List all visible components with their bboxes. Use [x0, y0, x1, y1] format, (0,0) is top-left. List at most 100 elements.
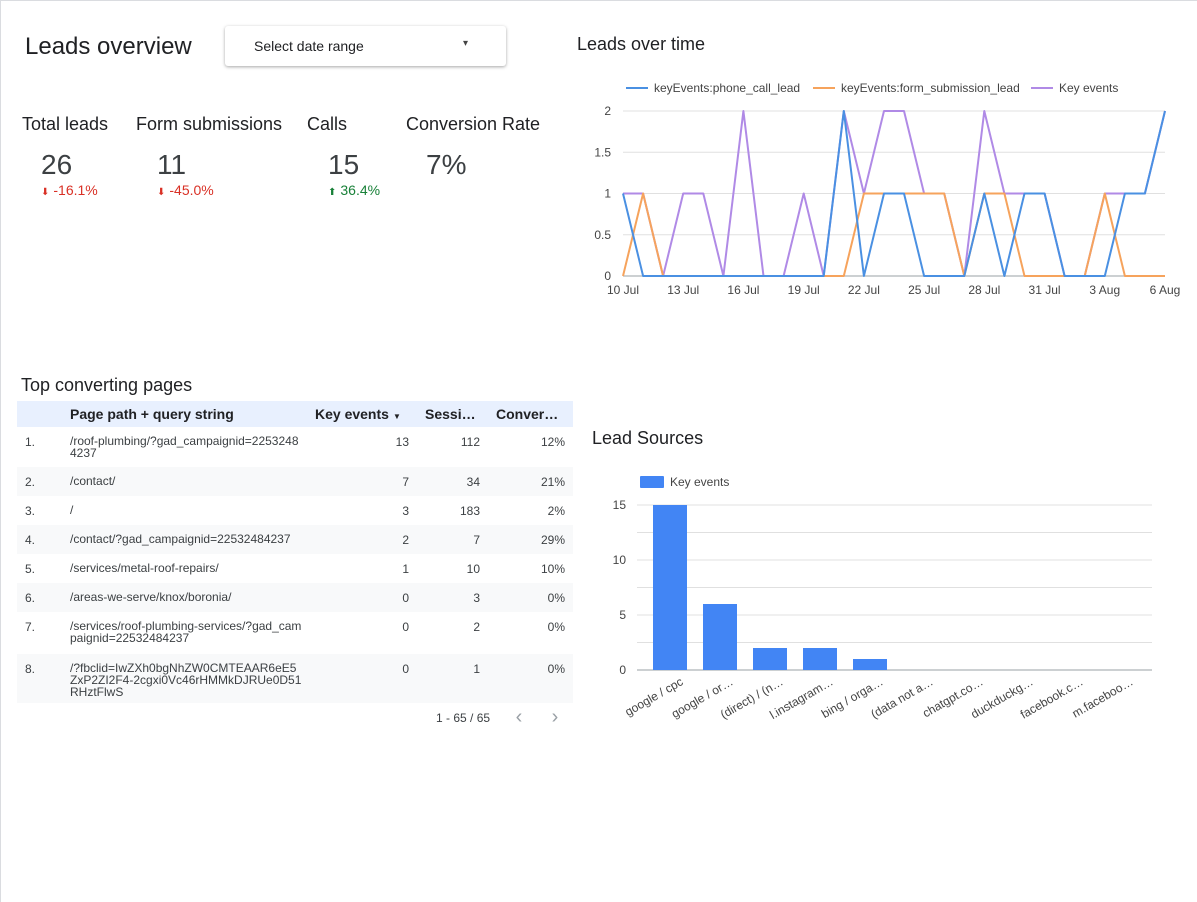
y-tick-label: 15 — [613, 498, 627, 512]
arrow-down-icon: ⬇ — [157, 187, 166, 198]
page-path-cell: /?fbclid=IwZXh0bgNhZW0CMTEAAR6eE5ZxP2ZI2… — [70, 661, 302, 699]
column-header-key-events-label: Key events — [315, 406, 389, 422]
x-tick-label: 6 Aug — [1150, 283, 1180, 297]
column-header-key-events[interactable]: Key events ▼ — [315, 406, 401, 422]
page-path-cell: / — [70, 503, 74, 517]
page-path-cell: /roof-plumbing/?gad_campaignid=225324842… — [70, 434, 299, 460]
bar — [803, 648, 837, 670]
conversion-cell: 0% — [547, 662, 565, 676]
kpi-calls-value: 15 — [328, 149, 360, 180]
sessions-cell: 112 — [460, 435, 480, 449]
conversion-cell: 2% — [547, 504, 565, 518]
kpi-total-leads-value: 26 — [41, 149, 73, 180]
column-header-sessions[interactable]: Sessi… — [425, 406, 476, 422]
y-tick-label: 0.5 — [594, 228, 611, 242]
kpi-total-leads-delta: ⬇ -16.1% — [41, 182, 98, 198]
y-tick-label: 10 — [613, 553, 627, 567]
conversion-cell: 0% — [547, 620, 565, 634]
column-header-page-path[interactable]: Page path + query string — [70, 406, 234, 422]
page-path-cell: /contact/?gad_campaignid=22532484237 — [70, 532, 291, 546]
conversion-cell: 21% — [540, 475, 565, 489]
legend-label: Key events — [1059, 81, 1118, 95]
y-tick-label: 0 — [619, 663, 626, 677]
row-number: 1. — [25, 435, 36, 449]
row-number: 6. — [25, 591, 36, 605]
table-row[interactable]: 8. /?fbclid=IwZXh0bgNhZW0CMTEAAR6eE5ZxP2Z… — [17, 654, 573, 703]
kpi-conversion-rate-label: Conversion Rate — [406, 114, 541, 134]
key-events-cell: 3 — [402, 504, 409, 518]
x-tick-label: 22 Jul — [848, 283, 880, 297]
row-number: 5. — [25, 562, 36, 576]
kpi-form-submissions-delta: ⬇ -45.0% — [157, 182, 214, 198]
series-line — [622, 110, 1166, 277]
y-tick-label: 5 — [619, 608, 626, 622]
x-tick-label: 28 Jul — [968, 283, 1000, 297]
caret-down-icon: ▾ — [463, 38, 469, 49]
legend-label: keyEvents:form_submission_lead — [841, 81, 1020, 95]
row-number: 8. — [25, 662, 36, 676]
bar-chart-title: Lead Sources — [592, 428, 704, 448]
y-tick-label: 1.5 — [594, 145, 611, 159]
top-pages-table: Page path + query string Key events ▼ Ses… — [17, 401, 573, 703]
date-range-picker[interactable]: Select date range ▾ — [225, 26, 506, 66]
bar — [753, 648, 787, 670]
key-events-cell: 0 — [402, 662, 409, 676]
x-tick-label: 10 Jul — [607, 283, 639, 297]
table-row[interactable]: 1. /roof-plumbing/?gad_campaignid=2253248… — [17, 427, 573, 467]
sessions-cell: 10 — [466, 562, 480, 576]
x-tick-label: 3 Aug — [1089, 283, 1120, 297]
conversion-cell: 10% — [540, 562, 565, 576]
table-header: Page path + query string Key events ▼ Ses… — [17, 401, 573, 427]
date-range-label: Select date range — [254, 38, 364, 54]
frame-top-border — [0, 0, 1197, 1]
sort-desc-icon: ▼ — [392, 412, 401, 421]
kpi-calls-delta-text: 36.4% — [340, 182, 381, 198]
chevron-right-icon[interactable]: › — [551, 706, 559, 728]
bar — [653, 505, 687, 670]
page-title: Leads overview — [25, 33, 192, 60]
x-tick-label: 19 Jul — [788, 283, 820, 297]
kpi-form-submissions-value: 11 — [157, 149, 187, 180]
arrow-down-icon: ⬇ — [41, 187, 50, 198]
key-events-cell: 2 — [402, 533, 409, 547]
row-number: 2. — [25, 475, 36, 489]
chevron-left-icon[interactable]: ‹ — [515, 706, 523, 728]
frame-left-border — [0, 0, 1, 902]
key-events-cell: 0 — [402, 620, 409, 634]
table-row[interactable]: 7. /services/roof-plumbing-services/?gad_… — [17, 612, 573, 654]
kpi-calls-label: Calls — [307, 114, 348, 134]
x-tick-label: 25 Jul — [908, 283, 940, 297]
legend-swatch — [640, 476, 664, 488]
table-row[interactable]: 4. /contact/?gad_campaignid=22532484237 2 7… — [17, 525, 573, 554]
sessions-cell: 2 — [473, 620, 480, 634]
conversion-cell: 12% — [540, 435, 565, 449]
kpi-conversion-rate-value: 7% — [426, 149, 467, 180]
key-events-cell: 1 — [402, 562, 409, 576]
table-row[interactable]: 2. /contact/7 34 21% — [17, 467, 573, 496]
sessions-cell: 3 — [473, 591, 480, 605]
sessions-cell: 183 — [459, 504, 480, 518]
key-events-cell: 7 — [402, 475, 409, 489]
column-header-conversion[interactable]: Conver… — [496, 406, 559, 422]
pagination-range: 1 - 65 / 65 — [436, 711, 491, 725]
legend-label: keyEvents:phone_call_lead — [654, 81, 800, 95]
kpi-form-submissions-delta-text: -45.0% — [169, 182, 214, 198]
row-number: 3. — [25, 504, 36, 518]
kpi-total-leads-label: Total leads — [22, 114, 109, 134]
row-number: 4. — [25, 533, 36, 547]
legend-label: Key events — [670, 475, 729, 489]
kpi-form-submissions-label: Form submissions — [136, 114, 283, 134]
table-row[interactable]: 6. /areas-we-serve/knox/boronia/0 3 0% — [17, 583, 573, 612]
bar — [703, 604, 737, 670]
key-events-cell: 13 — [395, 435, 409, 449]
row-number: 7. — [25, 620, 36, 634]
page-path-cell: /services/roof-plumbing-services/?gad_ca… — [70, 619, 302, 645]
bar — [853, 659, 887, 670]
conversion-cell: 29% — [540, 533, 565, 547]
x-tick-label: 31 Jul — [1029, 283, 1061, 297]
y-tick-label: 0 — [604, 269, 611, 283]
y-tick-label: 1 — [604, 187, 611, 201]
table-row[interactable]: 3. / 3 183 2% — [17, 496, 573, 525]
arrow-up-icon: ⬆ — [328, 187, 337, 198]
table-row[interactable]: 5. /services/metal-roof-repairs/1 10 10% — [17, 554, 573, 583]
